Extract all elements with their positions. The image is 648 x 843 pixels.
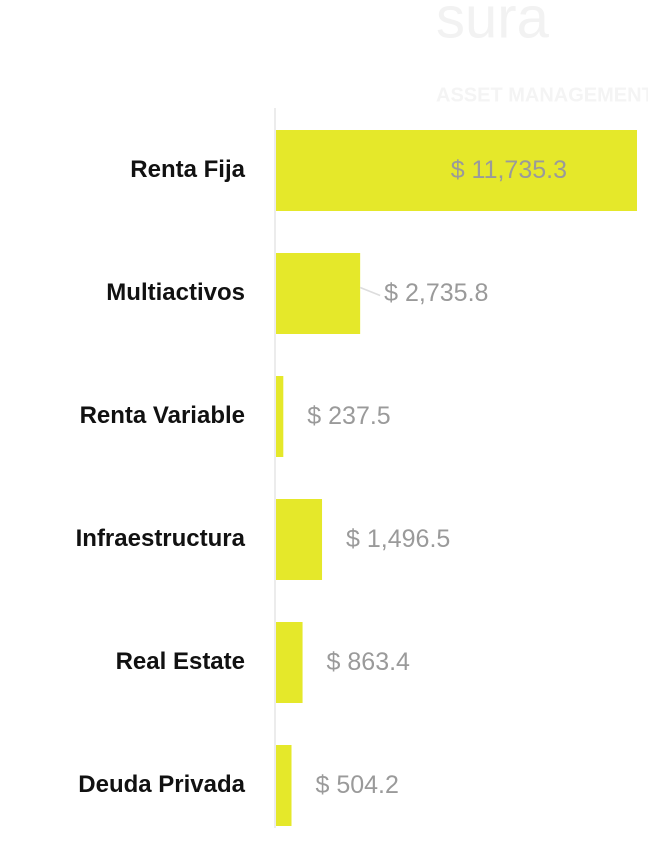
value-label: $ 863.4 — [327, 648, 411, 676]
bar — [276, 376, 284, 457]
value-label: $ 237.5 — [307, 402, 390, 430]
watermark-logo: sura — [436, 0, 550, 50]
bar — [276, 253, 361, 334]
category-label: Real Estate — [116, 648, 245, 675]
value-label: $ 504.2 — [316, 771, 399, 799]
category-label: Deuda Privada — [78, 771, 245, 798]
watermark-subtitle: ASSET MANAGEMENT — [436, 84, 648, 106]
value-label: $ 1,496.5 — [346, 525, 450, 553]
category-label: Multiactivos — [106, 279, 245, 306]
category-label: Renta Variable — [80, 402, 245, 429]
category-label: Infraestructura — [76, 525, 246, 552]
bar — [276, 130, 637, 211]
value-label: $ 2,735.8 — [384, 279, 488, 307]
value-label: $ 11,735.3 — [451, 156, 567, 184]
bar — [276, 745, 292, 826]
category-label: Renta Fija — [130, 156, 245, 183]
leader-line — [359, 286, 381, 297]
bar — [276, 622, 303, 703]
bar — [276, 499, 323, 580]
